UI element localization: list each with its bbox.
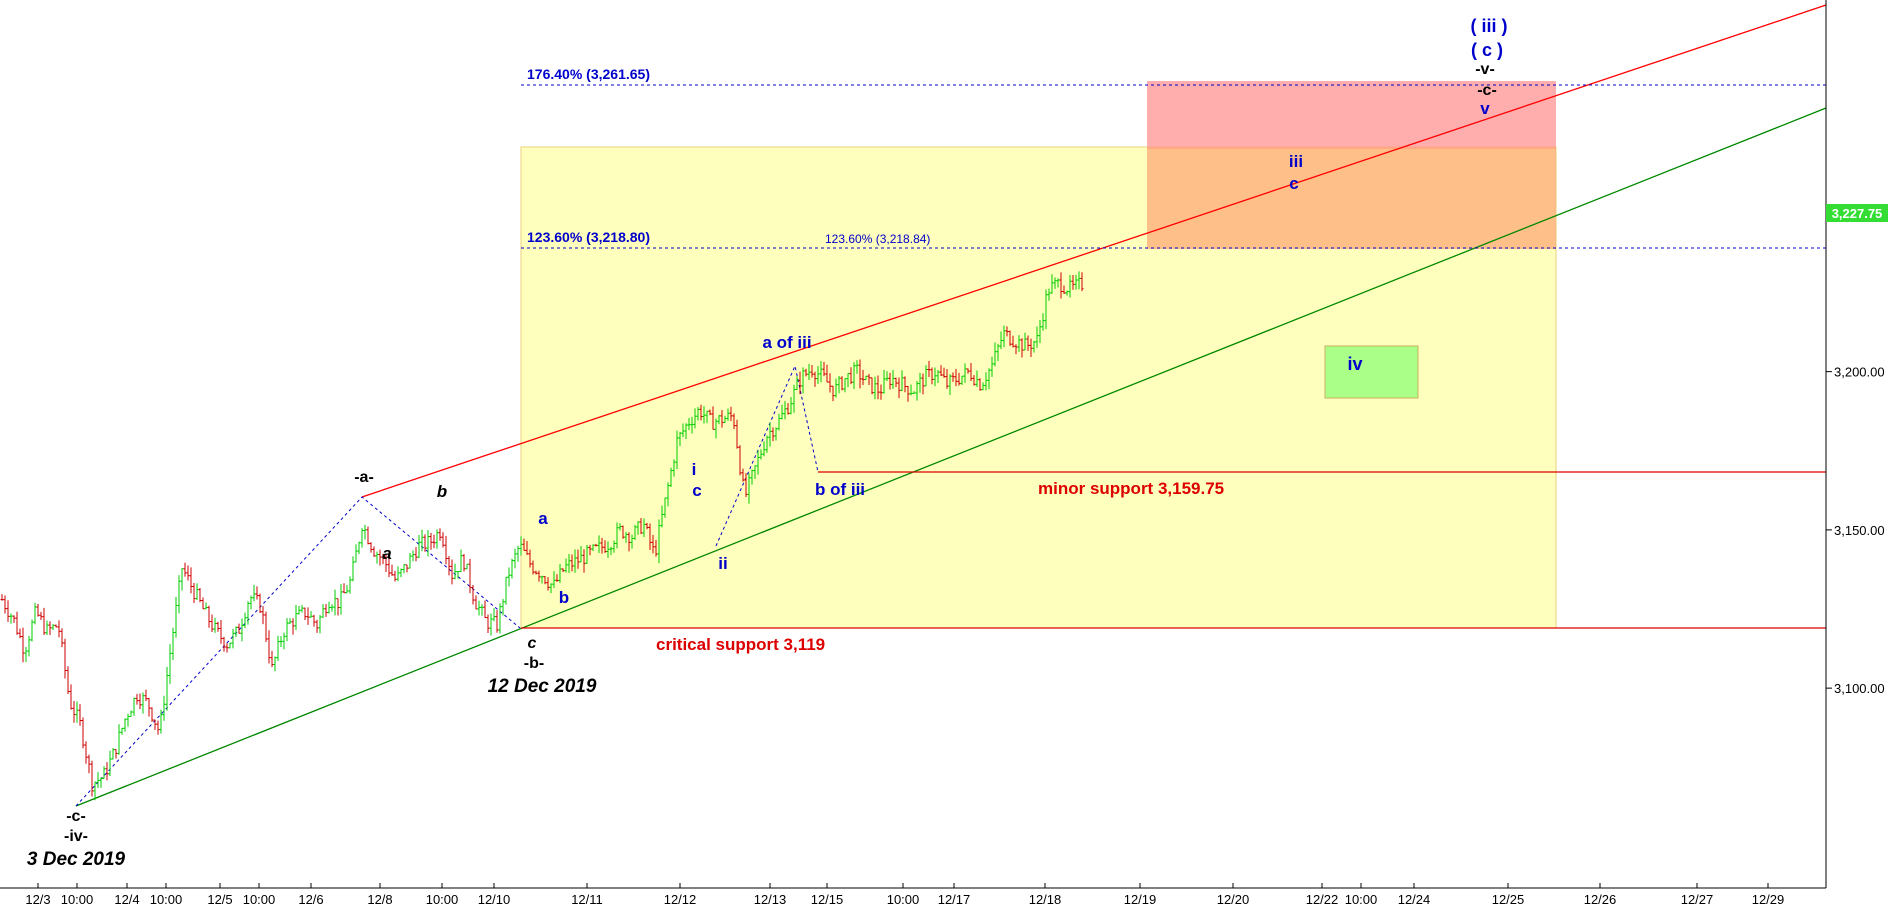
last-price-badge	[1826, 204, 1888, 222]
date-label-12dec: 12 Dec 2019	[488, 676, 597, 697]
orange-target-zone	[1147, 147, 1556, 249]
wave-label-iii: iii	[1289, 152, 1303, 171]
x-tick-label: 12/19	[1124, 892, 1157, 907]
date-label-3dec: 3 Dec 2019	[27, 849, 126, 870]
x-tick-label: 12/11	[571, 892, 603, 907]
y-tick-label: 3,200.00	[1834, 365, 1885, 380]
wave-label-a-small: a	[538, 509, 548, 528]
wave-label-minus-a: -a-	[354, 469, 374, 486]
wave-label-ii: ii	[718, 554, 727, 573]
wave-label-minus-b: -b-	[524, 655, 544, 672]
x-tick-label: 12/6	[298, 892, 323, 907]
y-tick-label: 3,150.00	[1834, 523, 1885, 538]
wave-label-minus-c-top: -c-	[1477, 82, 1497, 99]
x-tick-label: 12/27	[1681, 892, 1714, 907]
fib-176-label: 176.40% (3,261.65)	[527, 66, 650, 82]
x-tick-label: 12/22	[1306, 892, 1339, 907]
wave-label-big-c: ( c )	[1471, 40, 1503, 60]
x-tick-label: 12/26	[1584, 892, 1617, 907]
resistance-channel-line	[361, 4, 1827, 498]
wave-label-minus-v: -v-	[1475, 61, 1495, 78]
x-tick-label: 12/18	[1029, 892, 1062, 907]
y-axis-ticks: 3,100.003,150.003,200.003,250.00	[1826, 206, 1885, 696]
x-tick-label: 12/12	[664, 892, 697, 907]
wave-label-b-italic: b	[437, 482, 447, 501]
wave-label-c-low: c	[528, 635, 537, 652]
x-tick-label: 10:00	[426, 892, 459, 907]
wave-label-minus-iv: -iv-	[64, 828, 88, 845]
wave-label-minus-c-low: -c-	[66, 808, 86, 825]
x-tick-label: 12/10	[478, 892, 511, 907]
wave-label-a-of-iii: a of iii	[762, 333, 811, 352]
wave-label-b-of-iii: b of iii	[815, 480, 865, 499]
x-tick-label: 10:00	[1345, 892, 1378, 907]
wave-label-iv: iv	[1347, 354, 1362, 374]
wave-label-i: i	[692, 460, 697, 479]
wave-label-big-iii: ( iii )	[1471, 16, 1508, 36]
x-tick-label: 10:00	[150, 892, 183, 907]
candles	[0, 271, 1084, 801]
wave-label-a-italic: a	[382, 544, 391, 563]
x-tick-label: 12/17	[938, 892, 971, 907]
x-tick-label: 12/8	[367, 892, 392, 907]
x-axis-ticks: 12/3 10:00 12/4 10:00 12/5 10:00 12/6 12/8 10:00…	[25, 883, 1784, 907]
red-target-zone	[1147, 81, 1556, 149]
x-tick-label: 10:00	[887, 892, 920, 907]
x-tick-label: 12/15	[811, 892, 844, 907]
minor-support-label: minor support 3,159.75	[1038, 479, 1224, 498]
x-tick-label: 12/24	[1398, 892, 1431, 907]
last-price-label: 3,227.75	[1832, 206, 1883, 221]
fib-123-label-small: 123.60% (3,218.84)	[825, 232, 930, 246]
x-tick-label: 12/29	[1752, 892, 1785, 907]
x-tick-label: 10:00	[61, 892, 94, 907]
support-channel-line	[75, 107, 1827, 807]
wave-label-c-i: c	[692, 481, 701, 500]
wave-connector-left	[75, 496, 521, 807]
x-tick-label: 12/13	[754, 892, 787, 907]
wave-label-b-small: b	[559, 588, 569, 607]
green-wave-iv-zone	[1324, 345, 1419, 399]
x-tick-label: 12/20	[1217, 892, 1250, 907]
x-tick-label: 12/3	[25, 892, 50, 907]
x-tick-label: 12/25	[1492, 892, 1525, 907]
wave-label-c-top: c	[1289, 174, 1298, 193]
x-tick-label: 12/4	[114, 892, 139, 907]
x-tick-label: 10:00	[243, 892, 276, 907]
fib-123-label: 123.60% (3,218.80)	[527, 229, 650, 245]
y-tick-label: 3,100.00	[1834, 681, 1885, 696]
critical-support-label: critical support 3,119	[656, 635, 825, 654]
wave-label-v: v	[1480, 99, 1490, 118]
x-tick-label: 12/5	[207, 892, 232, 907]
